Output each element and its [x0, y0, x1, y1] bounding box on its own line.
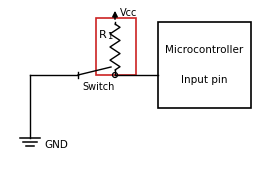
- Bar: [96, 18, 136, 75]
- Text: Input pin: Input pin: [181, 75, 228, 85]
- Text: GND: GND: [44, 140, 68, 150]
- Text: R: R: [99, 30, 107, 40]
- Text: Microcontroller: Microcontroller: [165, 45, 244, 55]
- Text: 1: 1: [107, 32, 112, 41]
- Text: Vcc: Vcc: [120, 8, 137, 18]
- Bar: [158, 22, 251, 108]
- Text: Switch: Switch: [82, 82, 114, 92]
